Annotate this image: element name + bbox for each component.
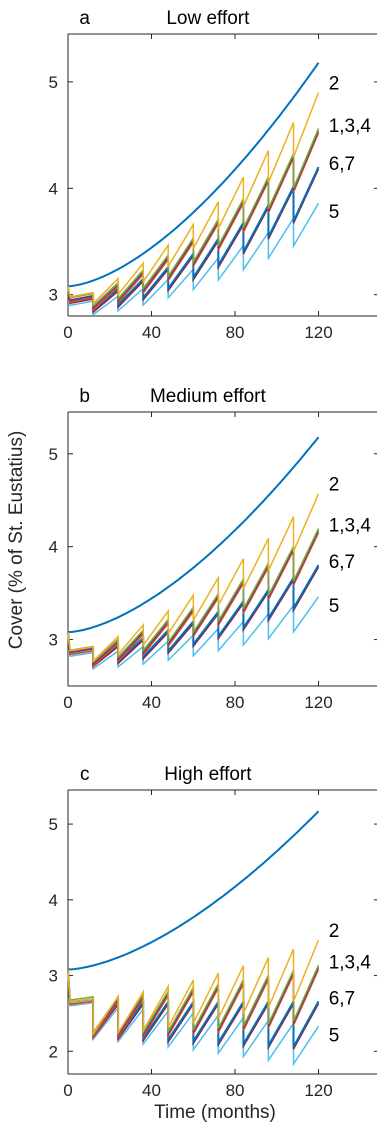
series-label: 5 — [329, 202, 340, 223]
baseline-series-line — [67, 436, 320, 634]
y-tick-label: 4 — [49, 538, 58, 557]
y-tick-label: 3 — [49, 631, 58, 650]
y-tick-label: 5 — [49, 73, 58, 92]
series-label: 5 — [329, 1025, 340, 1046]
x-tick-label: 40 — [142, 323, 161, 342]
series-label: 2 — [329, 475, 340, 496]
panel-title: Medium effort — [150, 386, 267, 407]
y-tick-label: 4 — [49, 891, 58, 910]
y-tick-label: 3 — [49, 286, 58, 305]
panel-letter: a — [79, 8, 90, 29]
panel-c: c High effort 0 40 80 120 2 3 4 5 5 6,7 1,3,4 2 — [49, 764, 377, 1100]
y-tick-label: 2 — [49, 1042, 58, 1061]
y-tick-label: 5 — [49, 815, 58, 834]
x-tick-label: 0 — [63, 693, 72, 712]
panel-b: b Medium effort 0 40 80 120 3 4 5 5 6,7 1,3,4 2 — [49, 386, 377, 712]
y-tick-label: 4 — [49, 179, 58, 198]
series-label: 5 — [329, 596, 340, 617]
panel-title: High effort — [164, 764, 252, 785]
series-label: 1,3,4 — [329, 952, 372, 973]
x-tick-label: 80 — [226, 693, 245, 712]
panel-a: a Low effort 0 40 80 120 3 4 5 5 6,7 1,3,4 2 — [49, 8, 377, 342]
x-tick-label: 0 — [63, 1081, 72, 1100]
y-tick-label: 3 — [49, 967, 58, 986]
x-tick-label: 40 — [142, 693, 161, 712]
x-tick-label: 80 — [226, 323, 245, 342]
x-tick-label: 120 — [304, 323, 332, 342]
series-label: 6,7 — [329, 989, 355, 1010]
series-label: 2 — [329, 74, 340, 95]
series-s2-line — [67, 92, 320, 306]
series-s2-line — [67, 493, 320, 663]
y-tick-label: 5 — [49, 445, 58, 464]
series-label: 1,3,4 — [329, 116, 372, 137]
series-label: 2 — [329, 921, 340, 942]
series-s2-line — [67, 939, 320, 1037]
series-label: 6,7 — [329, 552, 355, 573]
baseline-series-line — [67, 810, 320, 971]
x-tick-label: 120 — [304, 1081, 332, 1100]
x-tick-label: 0 — [63, 323, 72, 342]
x-tick-label: 120 — [304, 693, 332, 712]
series-label: 1,3,4 — [329, 516, 372, 537]
panel-letter: b — [79, 386, 90, 407]
x-tick-label: 40 — [142, 1081, 161, 1100]
y-axis-label: Cover (% of St. Eustatius) — [6, 431, 27, 650]
panel-title: Low effort — [166, 8, 250, 29]
x-axis-label: Time (months) — [154, 1102, 276, 1123]
panel-letter: c — [80, 764, 90, 785]
baseline-series-line — [67, 62, 320, 288]
series-label: 6,7 — [329, 154, 355, 175]
x-tick-label: 80 — [226, 1081, 245, 1100]
